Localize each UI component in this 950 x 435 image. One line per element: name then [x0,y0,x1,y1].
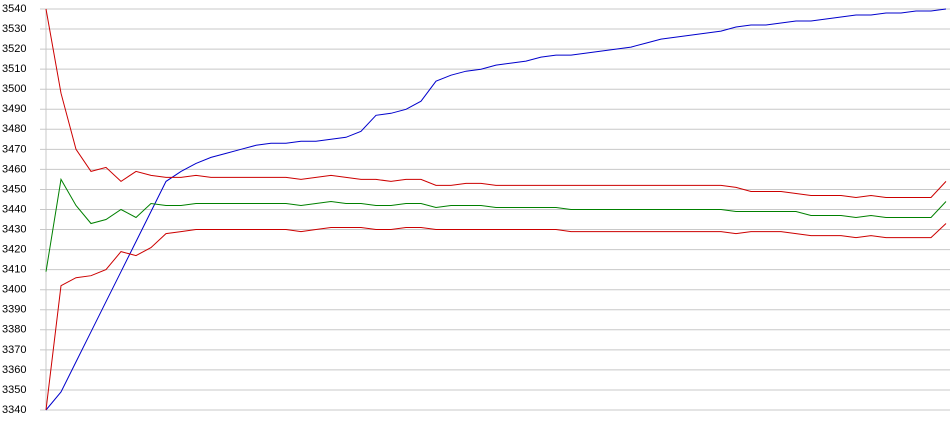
y-tick-label: 3410 [2,264,26,276]
y-tick-label: 3400 [2,284,26,296]
y-tick-label: 3530 [2,23,26,35]
y-tick-label: 3450 [2,183,26,195]
y-tick-label: 3380 [2,324,26,336]
y-tick-label: 3350 [2,384,26,396]
y-tick-label: 3480 [2,123,26,135]
y-tick-label: 3490 [2,103,26,115]
y-tick-label: 3390 [2,304,26,316]
series-line [45,8,947,411]
y-tick-label: 3470 [2,143,26,155]
y-tick-label: 3370 [2,344,26,356]
y-tick-label: 3420 [2,244,26,256]
y-tick-label: 3360 [2,364,26,376]
series-line [45,177,947,272]
series-line [45,223,947,411]
y-tick-label: 3520 [2,43,26,55]
y-tick-label: 3510 [2,63,26,75]
y-tick-label: 3500 [2,83,26,95]
series-line [45,8,947,199]
y-tick-label: 3430 [2,223,26,235]
y-tick-label: 3340 [2,404,26,416]
y-tick-label: 3540 [2,3,26,15]
y-tick-label: 3440 [2,203,26,215]
y-tick-label: 3460 [2,163,26,175]
